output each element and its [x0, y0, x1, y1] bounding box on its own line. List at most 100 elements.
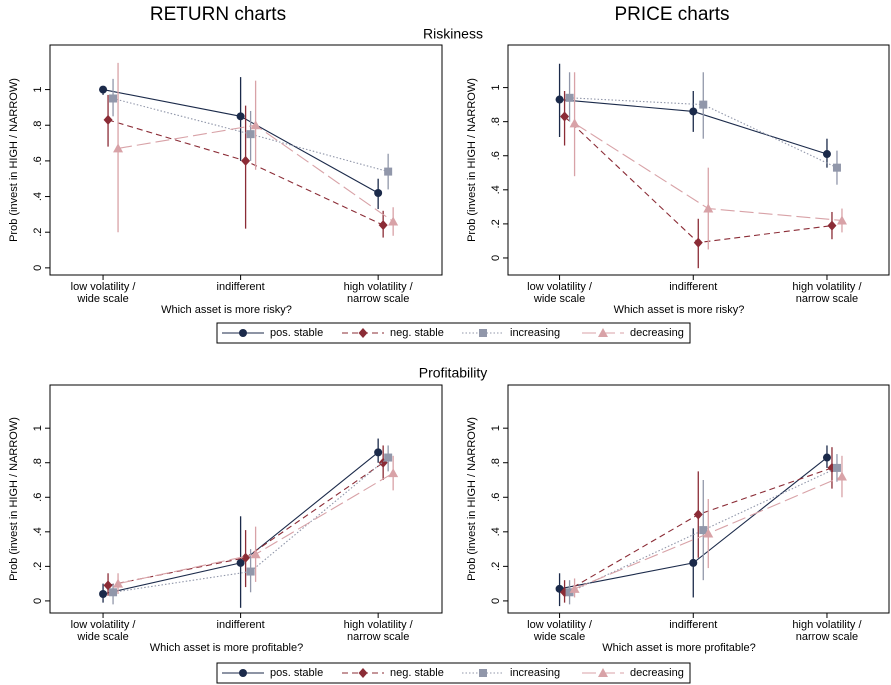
marker [236, 558, 245, 567]
y-axis-label: Prob (invest in HIGH / NARROW) [8, 78, 20, 242]
x-tick-label: high volatility / narrow scale [344, 281, 414, 305]
marker [699, 100, 708, 109]
marker [99, 85, 108, 94]
x-tick-label: low volatility / wide scale [527, 619, 593, 643]
marker [378, 220, 388, 231]
y-axis-label: Prob (invest in HIGH / NARROW) [466, 417, 478, 581]
legend-label: decreasing [630, 667, 684, 679]
y-axis-label: Prob (invest in HIGH / NARROW) [466, 78, 478, 242]
marker [239, 669, 247, 677]
x-tick-label: high volatility / narrow scale [792, 619, 862, 643]
y-tick-label: 1 [490, 85, 502, 91]
marker [246, 567, 255, 576]
x-tick-label: indifferent [217, 281, 265, 293]
marker [103, 114, 113, 125]
marker [827, 220, 837, 231]
marker [822, 150, 831, 159]
row-title: Riskiness [423, 26, 483, 42]
y-tick-label: 0 [32, 265, 44, 271]
marker [689, 558, 698, 567]
x-axis-label: Which asset is more profitable? [150, 642, 303, 654]
x-tick-label: indifferent [669, 281, 717, 293]
marker [384, 167, 393, 176]
y-tick-label: 0 [490, 255, 502, 261]
y-tick-label: 1 [32, 87, 44, 93]
marker [569, 118, 580, 128]
column-title: RETURN charts [150, 4, 286, 25]
marker [693, 509, 703, 520]
marker [358, 328, 368, 338]
y-tick-label: .8 [490, 117, 502, 126]
marker [569, 583, 580, 593]
marker [246, 130, 255, 139]
marker [358, 668, 368, 678]
row-title: Profitability [419, 365, 487, 381]
x-tick-label: high volatility / narrow scale [344, 619, 414, 643]
marker [250, 120, 261, 130]
marker [822, 453, 831, 462]
marker [565, 93, 574, 102]
marker [703, 203, 714, 213]
series-line [112, 457, 389, 593]
marker [109, 588, 118, 597]
column-title: PRICE charts [614, 4, 729, 25]
y-tick-label: .4 [32, 192, 44, 201]
y-axis-label: Prob (invest in HIGH / NARROW) [8, 417, 20, 581]
x-axis-label: Which asset is more risky? [614, 304, 745, 316]
y-tick-label: .8 [32, 458, 44, 467]
legend-label: increasing [510, 667, 560, 679]
marker [555, 95, 564, 104]
x-tick-label: indifferent [669, 619, 717, 631]
marker [236, 112, 245, 121]
marker [374, 448, 383, 457]
marker [836, 471, 847, 481]
y-tick-label: .4 [32, 527, 44, 536]
marker [699, 526, 708, 535]
y-tick-label: 1 [490, 425, 502, 431]
legend-label: neg. stable [390, 327, 444, 339]
y-tick-label: .2 [490, 562, 502, 571]
marker [598, 328, 608, 337]
marker [109, 94, 118, 103]
marker [598, 668, 608, 677]
x-tick-label: high volatility / narrow scale [792, 281, 862, 305]
plot-frame [49, 384, 443, 614]
marker [836, 215, 847, 225]
marker [103, 580, 113, 591]
marker [241, 552, 251, 563]
y-tick-label: .6 [32, 156, 44, 165]
x-axis-label: Which asset is more risky? [161, 304, 292, 316]
x-tick-label: low volatility / wide scale [71, 281, 137, 305]
marker [374, 188, 383, 197]
y-tick-label: .6 [490, 151, 502, 160]
marker [565, 588, 574, 597]
legend-label: pos. stable [270, 667, 323, 679]
y-tick-label: .2 [490, 219, 502, 228]
y-tick-label: .8 [490, 458, 502, 467]
marker [239, 329, 247, 337]
plot-frame [507, 44, 890, 276]
marker [250, 549, 261, 559]
marker [99, 590, 108, 598]
legend-label: pos. stable [270, 327, 323, 339]
y-tick-label: .4 [490, 185, 502, 194]
marker [113, 143, 124, 153]
marker [241, 155, 251, 166]
marker [384, 453, 393, 462]
legend-box [216, 322, 691, 344]
plot-frame [507, 384, 890, 614]
marker [388, 216, 399, 226]
marker [689, 107, 698, 116]
plot-frame [49, 44, 443, 276]
legend-label: neg. stable [390, 667, 444, 679]
y-tick-label: .6 [32, 493, 44, 502]
y-tick-label: 1 [32, 425, 44, 431]
marker [479, 669, 487, 677]
legend-box [216, 662, 691, 684]
marker [388, 468, 399, 478]
marker [832, 463, 841, 472]
legend-label: decreasing [630, 327, 684, 339]
x-axis-label: Which asset is more profitable? [602, 642, 755, 654]
